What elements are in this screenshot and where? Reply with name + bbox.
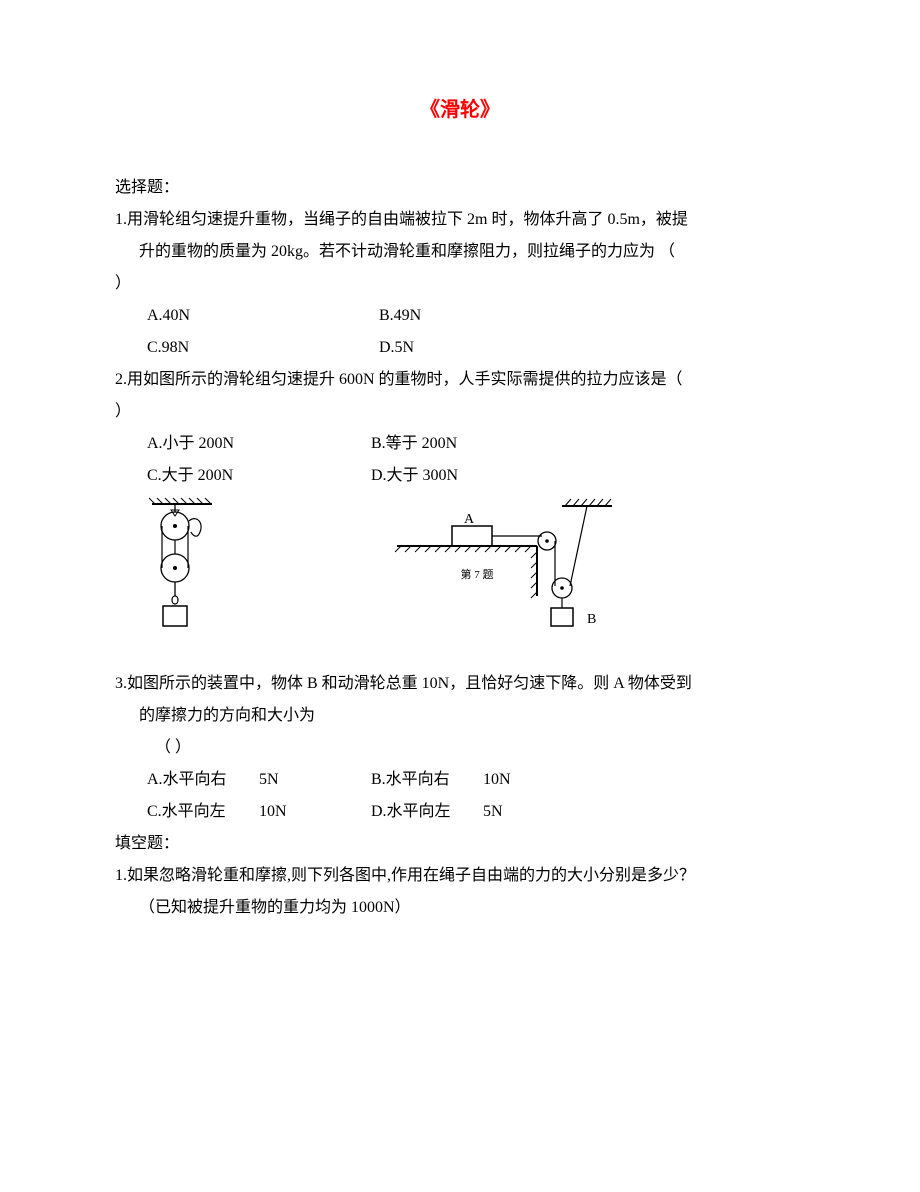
- q3-opts-row1: A.水平向右 5N B.水平向右 10N: [115, 764, 805, 796]
- q1-opt-a: A.40N: [147, 300, 379, 332]
- q3-stem-line1: 3.如图所示的装置中，物体 B 和动滑轮总重 10N，且恰好匀速下降。则 A 物…: [115, 668, 805, 700]
- q1-stem-line1: 1.用滑轮组匀速提升重物，当绳子的自由端被拉下 2m 时，物体升高了 0.5m，…: [115, 204, 805, 236]
- q1-stem-line3: ）: [115, 268, 805, 300]
- page-title: 《滑轮》: [115, 90, 805, 130]
- figA-label-B: B: [587, 612, 596, 627]
- q1-opts-row1: A.40N B.49N: [115, 300, 805, 332]
- pulley-horizontal-svg: A B 第 7 题: [387, 496, 617, 646]
- q2-opt-c: C.大于 200N: [147, 460, 371, 492]
- fill1-line1: 1.如果忽略滑轮重和摩擦,则下列各图中,作用在绳子自由端的力的大小分别是多少？: [115, 860, 805, 892]
- q3-opt-c1: C.水平向左: [147, 796, 259, 828]
- q3-opt-b1: B.水平向右: [371, 764, 483, 796]
- q3-opts-row2: C.水平向左 10N D.水平向左 5N: [115, 796, 805, 828]
- diagrams-row: A B 第 7 题: [115, 496, 805, 646]
- q3-opt-d2: 5N: [483, 796, 503, 828]
- q2-opts-row1: A.小于 200N B.等于 200N: [115, 428, 805, 460]
- q3-stem-line2: 的摩擦力的方向和大小为: [115, 700, 805, 732]
- q2-opt-a: A.小于 200N: [147, 428, 371, 460]
- q1-opt-b: B.49N: [379, 300, 421, 332]
- section-fill-label: 填空题：: [115, 828, 805, 860]
- q3-opt-a1: A.水平向右: [147, 764, 259, 796]
- fill1-line2: （已知被提升重物的重力均为 1000N）: [115, 892, 805, 924]
- figA-label-A: A: [464, 512, 475, 527]
- q2-opt-d: D.大于 300N: [371, 460, 458, 492]
- section-choice-label: 选择题：: [115, 172, 805, 204]
- q1-opts-row2: C.98N D.5N: [115, 332, 805, 364]
- q3-opt-c2: 10N: [259, 796, 371, 828]
- q3-opt-b2: 10N: [483, 764, 511, 796]
- fill-question-1: 1.如果忽略滑轮重和摩擦,则下列各图中,作用在绳子自由端的力的大小分别是多少？ …: [115, 860, 805, 924]
- q2-stem-line2: ）: [115, 396, 805, 428]
- figure-pulley-horizontal: A B 第 7 题: [387, 496, 617, 646]
- q1-stem-line2: 升的重物的质量为 20kg。若不计动滑轮重和摩擦阻力，则拉绳子的力应为 （: [115, 236, 805, 268]
- q1-opt-d: D.5N: [379, 332, 414, 364]
- q1-opt-c: C.98N: [147, 332, 379, 364]
- question-1: 1.用滑轮组匀速提升重物，当绳子的自由端被拉下 2m 时，物体升高了 0.5m，…: [115, 204, 805, 364]
- fig-caption: 第 7 题: [461, 567, 494, 581]
- q2-stem-line1: 2.用如图所示的滑轮组匀速提升 600N 的重物时，人手实际需提供的拉力应该是（: [115, 364, 805, 396]
- q2-opts-row2: C.大于 200N D.大于 300N: [115, 460, 805, 492]
- q3-opt-a2: 5N: [259, 764, 371, 796]
- question-3: 3.如图所示的装置中，物体 B 和动滑轮总重 10N，且恰好匀速下降。则 A 物…: [115, 668, 805, 828]
- figure-pulley-vertical: [147, 496, 217, 646]
- q2-opt-b: B.等于 200N: [371, 428, 457, 460]
- pulley-vertical-svg: [147, 496, 217, 646]
- question-2: 2.用如图所示的滑轮组匀速提升 600N 的重物时，人手实际需提供的拉力应该是（…: [115, 364, 805, 646]
- q3-opt-d1: D.水平向左: [371, 796, 483, 828]
- q3-paren: （ ）: [115, 732, 805, 764]
